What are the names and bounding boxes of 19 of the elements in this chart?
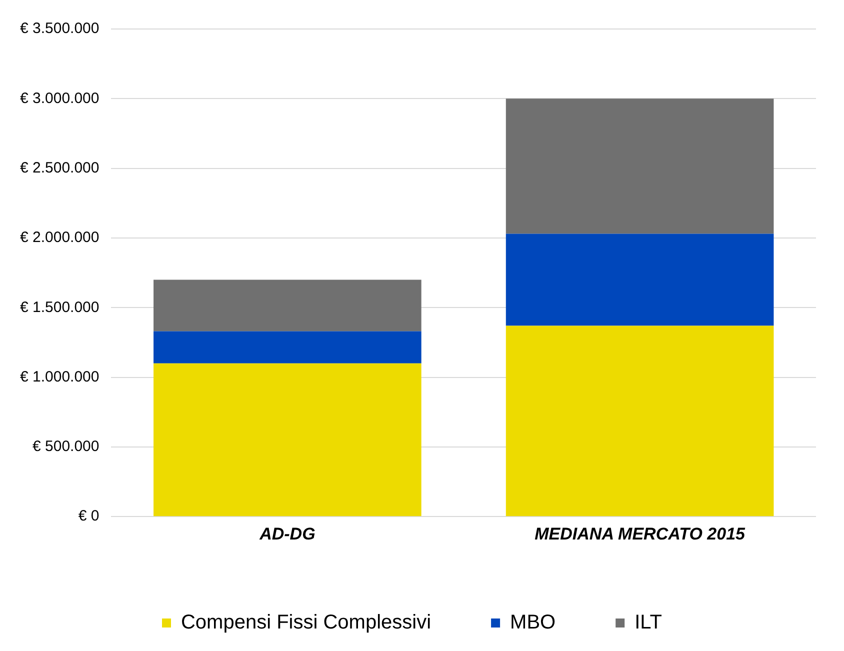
legend-label: ILT — [634, 612, 662, 634]
x-tick-label: AD-DG — [258, 524, 316, 544]
bar — [154, 280, 422, 332]
bar — [506, 326, 774, 516]
legend-label: Compensi Fissi Complessivi — [180, 612, 432, 634]
y-tick-label: € 3.500.000 — [20, 20, 100, 38]
x-tick-label: MEDIANA MERCATO 2015 — [534, 524, 746, 544]
y-tick-label: € 3.000.000 — [20, 90, 100, 107]
y-tick-label: € 1.000.000 — [20, 368, 100, 386]
y-tick-label: € 2.000.000 — [20, 229, 100, 246]
y-tick-label: € 2.500.000 — [20, 159, 100, 176]
bar — [154, 363, 422, 516]
y-tick-label: € 1.500.000 — [20, 298, 100, 316]
legend-label: MBO — [510, 612, 556, 634]
y-tick-label: € 500.000 — [32, 438, 100, 456]
bar — [154, 331, 422, 364]
bar — [506, 98, 774, 234]
y-tick-label: € 0 — [78, 508, 100, 525]
bar — [506, 234, 774, 326]
